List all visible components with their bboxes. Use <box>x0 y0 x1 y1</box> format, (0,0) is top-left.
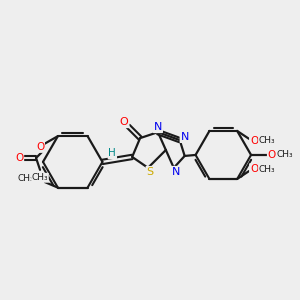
Text: O: O <box>268 150 276 160</box>
Text: O: O <box>120 117 129 127</box>
Text: O: O <box>15 153 23 163</box>
Text: S: S <box>146 167 154 177</box>
Text: CH₃: CH₃ <box>18 174 34 183</box>
Text: O: O <box>250 136 258 146</box>
Text: H: H <box>109 148 116 158</box>
Text: CH₃: CH₃ <box>259 136 275 145</box>
Text: O: O <box>36 142 44 152</box>
Text: CH₃: CH₃ <box>259 165 275 174</box>
Text: O: O <box>35 174 43 184</box>
Text: CH₃: CH₃ <box>276 151 293 160</box>
Text: CH₃: CH₃ <box>32 173 48 182</box>
Text: N: N <box>181 132 189 142</box>
Text: N: N <box>154 122 162 132</box>
Text: N: N <box>172 167 180 177</box>
Text: O: O <box>250 164 258 174</box>
